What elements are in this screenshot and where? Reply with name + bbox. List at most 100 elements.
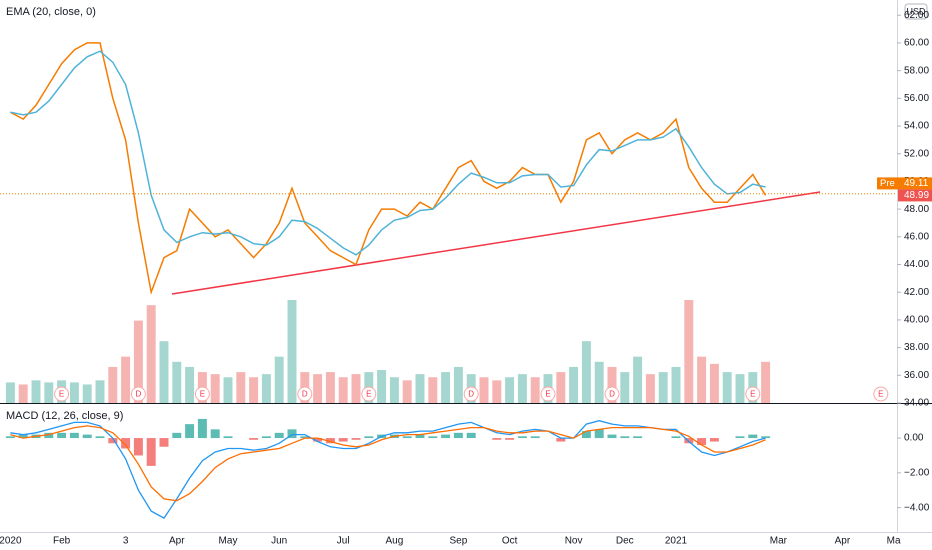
x-tick-label: Ma — [887, 536, 901, 547]
y-tick-label: −2.00 — [904, 467, 930, 478]
price-line — [10, 42, 767, 296]
volume-bar — [338, 377, 348, 403]
volume-bar — [236, 372, 246, 403]
x-tick-label: Aug — [386, 536, 404, 547]
y-tick-label: 40.00 — [904, 315, 929, 326]
volume-bar — [428, 377, 438, 403]
y-tick-label: 36.00 — [904, 370, 929, 381]
price-tag-value: 49.11 — [904, 178, 929, 189]
volume-bar — [620, 372, 630, 403]
volume-bar — [671, 366, 681, 403]
macd-histogram-bar — [108, 438, 118, 444]
macd-histogram-bar — [364, 436, 374, 439]
volume-bar — [223, 377, 233, 403]
macd-histogram-bar — [402, 436, 412, 439]
event-marker — [194, 386, 210, 402]
x-tick-label: Apr — [169, 536, 185, 547]
volume-bar — [82, 384, 92, 403]
volume-bar — [133, 320, 143, 403]
macd-histogram-bar — [428, 436, 438, 439]
macd-histogram-bar — [466, 432, 476, 439]
volume-bar — [389, 377, 399, 403]
volume-bar — [402, 380, 412, 403]
volume-bar — [492, 380, 502, 403]
volume-bar — [415, 374, 425, 403]
volume-bar — [31, 380, 41, 403]
volume-bar — [645, 374, 655, 403]
y-tick-label: 58.00 — [904, 65, 929, 76]
macd-histogram-bar — [325, 438, 335, 444]
macd-histogram-bar — [261, 436, 271, 439]
event-marker — [463, 386, 479, 402]
macd-histogram-bar — [581, 431, 591, 439]
x-tick-label: Apr — [835, 536, 851, 547]
macd-histogram-bar — [82, 434, 92, 439]
macd-histogram-bar — [748, 434, 758, 439]
macd-histogram-bar — [671, 436, 681, 439]
macd-histogram-bar — [338, 438, 348, 442]
y-tick-label: 52.00 — [904, 148, 929, 159]
volume-bar — [313, 374, 323, 403]
y-tick-label: −4.00 — [904, 502, 930, 513]
macd-histogram-bar — [415, 434, 425, 439]
y-tick-label: 44.00 — [904, 259, 929, 270]
x-tick-label: Dec — [616, 536, 634, 547]
macd-histogram-bar — [517, 436, 527, 439]
volume-bar — [5, 382, 15, 403]
volume-bar — [479, 377, 489, 403]
event-label: E — [200, 390, 205, 399]
macd-histogram-bar — [18, 434, 28, 439]
x-tick-label: May — [219, 536, 238, 547]
macd-histogram-bar — [697, 438, 707, 446]
macd-histogram-bar — [95, 436, 105, 439]
y-tick-label: 38.00 — [904, 342, 929, 353]
event-marker — [54, 386, 70, 402]
macd-histogram-bar — [441, 434, 451, 439]
price-tag — [877, 177, 932, 190]
macd-histogram-bar — [249, 438, 259, 440]
macd-histogram-bar — [274, 432, 284, 439]
price-line — [10, 50, 766, 256]
macd-histogram-bar — [69, 432, 79, 439]
event-marker — [745, 386, 761, 402]
volume-bar — [684, 300, 694, 403]
volume-bar — [556, 372, 566, 403]
volume-bar — [249, 377, 259, 403]
volume-bar — [709, 363, 719, 403]
macd-histogram-bar — [121, 438, 131, 449]
event-marker — [361, 386, 377, 402]
event-label: D — [136, 390, 142, 399]
macd-histogram-bar — [453, 432, 463, 439]
macd-histogram-bar — [313, 438, 323, 442]
event-marker — [297, 386, 313, 402]
volume-bar — [569, 366, 579, 403]
macd-histogram-bar — [607, 434, 617, 439]
event-label: E — [545, 390, 550, 399]
x-tick-label: Sep — [450, 536, 468, 547]
x-tick-label: Nov — [565, 536, 583, 547]
x-tick-label: 2020 — [0, 536, 22, 547]
volume-bar — [261, 374, 271, 403]
macd-histogram-bar — [709, 438, 719, 442]
macd-histogram-bar — [133, 438, 143, 456]
macd-histogram-bar — [620, 436, 630, 439]
volume-bar — [69, 382, 79, 403]
volume-bar — [274, 356, 284, 403]
macd-histogram-bar — [530, 436, 540, 439]
volume-bar — [453, 366, 463, 403]
event-marker — [540, 386, 556, 402]
volume-bar — [517, 374, 527, 403]
volume-bar — [351, 374, 361, 403]
macd-histogram-bar — [287, 429, 297, 439]
event-label: E — [878, 390, 883, 399]
x-tick-label: 2021 — [665, 536, 688, 547]
macd-histogram-bar — [57, 432, 67, 439]
volume-bar — [95, 380, 105, 403]
macd-line — [10, 425, 766, 502]
macd-histogram-bar — [505, 438, 515, 440]
macd-line — [10, 420, 766, 519]
currency-badge[interactable] — [904, 3, 928, 20]
macd-histogram-bar — [735, 436, 745, 439]
volume-bar — [210, 374, 220, 403]
